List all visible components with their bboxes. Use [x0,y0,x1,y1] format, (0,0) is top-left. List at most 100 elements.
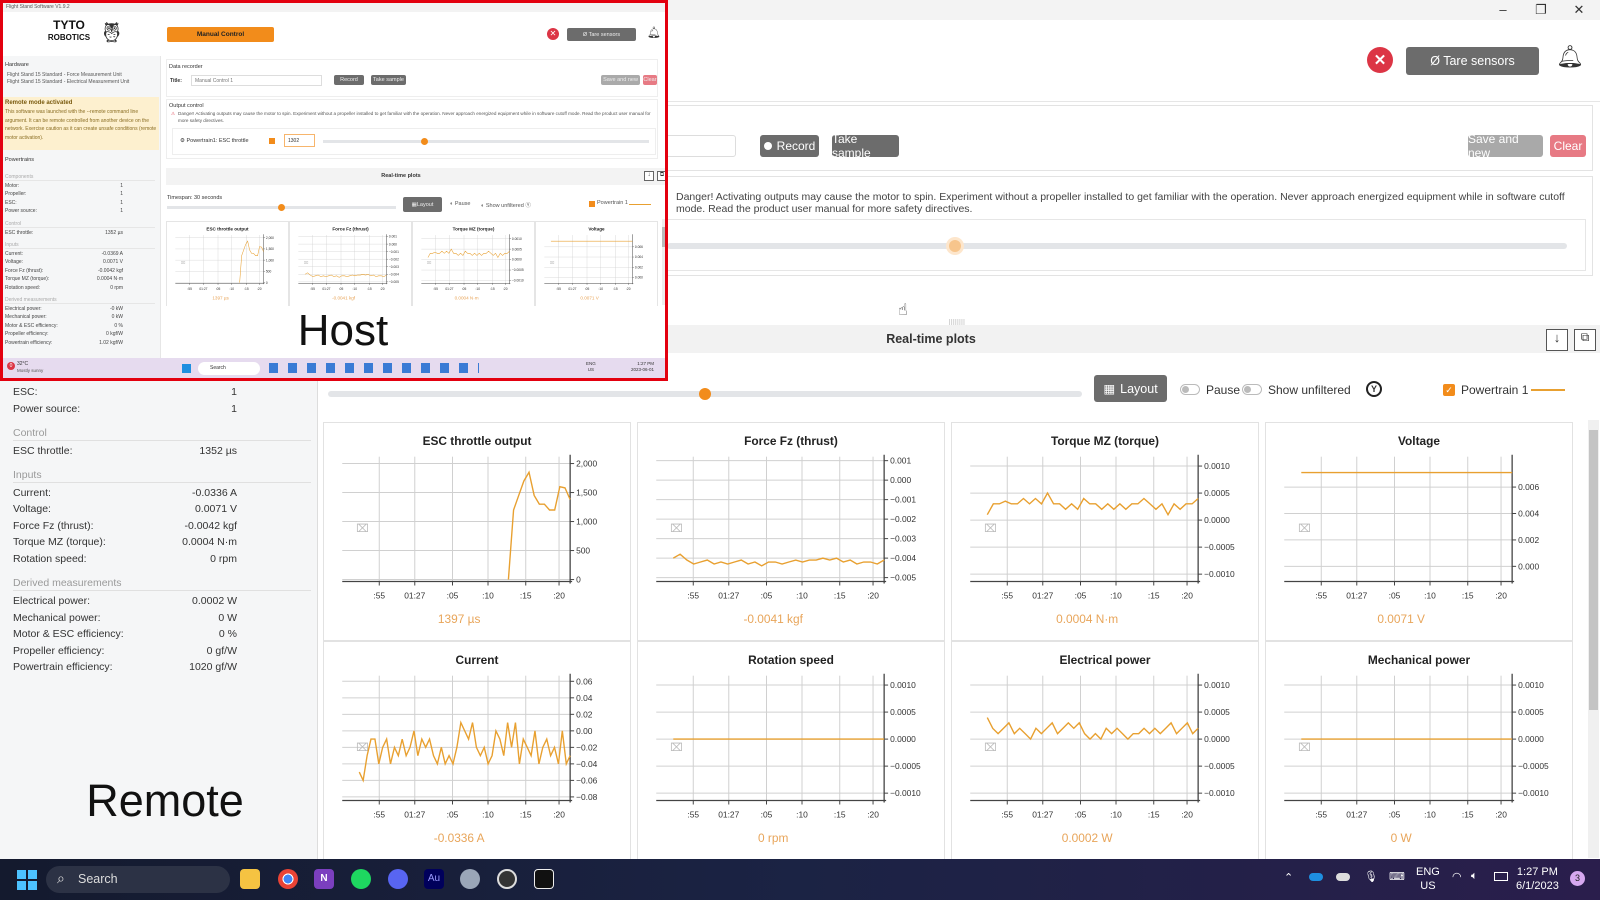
host-throttle-checkbox[interactable] [269,138,275,144]
host-throttle-input[interactable]: 1302 [284,134,315,147]
obs-icon[interactable] [497,869,517,889]
download-icon[interactable]: ↓ [1546,329,1568,351]
host-chart-panel[interactable]: ESC throttle output:55 01:27:05:10:15:20 2… [166,221,289,306]
chart-panel[interactable]: Force Fz (thrust):55 01:27:05:10:15:20 0.0… [637,422,945,641]
host-search[interactable]: Search [198,362,260,375]
reset-zoom-icon[interactable]: ⌧ [670,523,683,535]
host-bell-icon[interactable]: 🔔︎ [647,27,661,39]
reset-zoom-icon[interactable]: ⌧ [984,742,997,754]
line-chart[interactable]: Current:55 01:27:05:10:15:20 0.06 0.04 0.02 0… [324,642,630,859]
host-popout-icon[interactable]: ⧉ [657,171,665,181]
host-line-chart[interactable]: Torque MZ (torque):55 01:27:05:10:15:20 0.… [413,222,534,306]
throttle-slider[interactable] [667,243,1567,249]
chart-panel[interactable]: Current:55 01:27:05:10:15:20 0.06 0.04 0.02 0… [323,641,631,860]
line-chart[interactable]: Voltage:55 01:27:05:10:15:20 0.006 0.004 0.0… [1266,423,1572,640]
flight-stand-app-icon[interactable] [534,869,554,889]
settings-icon[interactable] [460,869,480,889]
host-powertrain-checkbox[interactable] [589,201,595,207]
host-clock[interactable]: 1:27 PM 2023-06-01 [631,361,654,373]
host-throttle-thumb[interactable] [420,138,428,145]
close-window-button[interactable]: ✕ [1573,2,1585,17]
reset-zoom-icon[interactable]: ⌧ [356,742,369,754]
chart-panel[interactable]: Rotation speed:55 01:27:05:10:15:20 0.0010… [637,641,945,860]
reset-zoom-icon[interactable]: ⌧ [1298,742,1311,754]
host-chart-panel[interactable]: Voltage:55 01:27:05:10:15:20 0.006 0.004 0.0… [535,221,658,306]
host-title-input[interactable]: Manual Control 1 [191,75,322,86]
record-button[interactable]: Record [760,135,819,157]
host-line-chart[interactable]: ESC throttle output:55 01:27:05:10:15:20 2… [167,222,288,306]
tare-sensors-button[interactable]: Ø Tare sensors [1406,47,1539,75]
host-record-button[interactable]: Record [334,75,364,85]
clock[interactable]: 1:27 PM 6/1/2023 [1516,865,1559,893]
powertrain-checkbox[interactable]: ✓ [1443,384,1455,396]
line-chart[interactable]: Mechanical power:55 01:27:05:10:15:20 0.00… [1266,642,1572,859]
host-chart-panel[interactable]: Torque MZ (torque):55 01:27:05:10:15:20 0.… [412,221,535,306]
host-layout-button[interactable]: ▦ Layout [403,197,442,212]
reset-zoom-icon[interactable]: ⌧ [304,260,309,265]
timespan-slider-thumb[interactable] [699,388,711,400]
chart-panel[interactable]: Voltage:55 01:27:05:10:15:20 0.006 0.004 0.0… [1265,422,1573,641]
line-chart[interactable]: Force Fz (thrust):55 01:27:05:10:15:20 0.0… [638,423,944,640]
chrome-icon[interactable] [278,869,298,889]
host-timespan-thumb[interactable] [278,204,285,211]
chart-panel[interactable]: ESC throttle output:55 01:27:05:10:15:20 2… [323,422,631,641]
host-download-icon[interactable]: ↓ [644,171,654,181]
host-pause-toggle[interactable]: ◐ Pause [450,201,471,207]
reset-zoom-icon[interactable]: ⌧ [984,523,997,535]
speaker-icon[interactable]: 🔈︎ [1471,870,1478,882]
host-language[interactable]: ENG US [586,361,596,373]
windows-start-icon[interactable] [17,870,37,890]
clear-button[interactable]: Clear [1550,135,1586,157]
host-chart-panel[interactable]: Force Fz (thrust):55 01:27:05:10:15:20 0.0… [289,221,412,306]
save-and-new-button[interactable]: Save and new [1468,132,1543,160]
reset-zoom-icon[interactable]: ⌧ [181,260,186,265]
file-explorer-icon[interactable] [240,869,260,889]
microphone-icon[interactable]: 🎙︎ [1364,871,1378,883]
reset-zoom-icon[interactable]: ⌧ [356,523,369,535]
host-save-new-button[interactable]: Save and new [601,75,640,85]
host-line-chart[interactable]: Force Fz (thrust):55 01:27:05:10:15:20 0.0… [290,222,411,306]
onedrive-icon[interactable] [1309,873,1323,881]
reset-zoom-icon[interactable]: ⌧ [1298,523,1311,535]
cloud-icon[interactable] [1336,873,1350,881]
host-start-icon[interactable] [182,364,191,373]
throttle-slider-thumb[interactable] [949,240,961,252]
filter-icon[interactable]: Y [1366,381,1382,397]
bell-icon[interactable]: 🔔︎ [1556,44,1584,69]
notification-badge[interactable]: 3 [1570,871,1585,886]
line-chart[interactable]: Torque MZ (torque):55 01:27:05:10:15:20 0.… [952,423,1258,640]
tray-overflow-icon[interactable]: ⌃ [1284,872,1294,884]
host-weather-temp[interactable]: 32°C [17,361,29,367]
take-sample-button[interactable]: Take sample [832,132,899,160]
battery-icon[interactable] [1494,872,1508,881]
taskbar-search[interactable]: ⌕ Search [46,866,230,893]
layout-button[interactable]: ▦ Layout [1094,375,1167,402]
emergency-stop-button[interactable]: ✕ [1367,47,1393,73]
popout-icon[interactable]: ⧉ [1574,329,1596,351]
reset-zoom-icon[interactable]: ⌧ [670,742,683,754]
show-unfiltered-toggle[interactable] [1242,384,1262,395]
language-indicator[interactable]: ENG US [1416,865,1440,893]
chart-panel[interactable]: Electrical power:55 01:27:05:10:15:20 0.00… [951,641,1259,860]
host-line-chart[interactable]: Voltage:55 01:27:05:10:15:20 0.006 0.004 0.0… [536,222,657,306]
audition-icon[interactable]: Au [424,869,444,889]
reset-zoom-icon[interactable]: ⌧ [550,260,555,265]
resize-grip-icon[interactable]: ⠿⠿⠿⠿ [948,320,965,327]
reset-zoom-icon[interactable]: ⌧ [427,260,432,265]
minimize-button[interactable]: – [1499,2,1507,17]
onenote-icon[interactable]: N [314,869,334,889]
pause-toggle[interactable] [1180,384,1200,395]
host-unfiltered-toggle[interactable]: ◐ Show unfiltered Ⓨ [481,203,531,209]
host-mode-button[interactable]: Manual Control [167,27,274,42]
charts-scrollbar[interactable] [1588,420,1599,858]
host-taskbar-apps-icon[interactable] [269,363,479,373]
host-charts-scrollbar[interactable] [662,219,665,305]
host-stop-button[interactable]: ✕ [547,28,559,40]
spotify-icon[interactable] [351,869,371,889]
wifi-icon[interactable]: ◠ [1452,871,1462,883]
host-throttle-slider[interactable] [323,140,649,143]
chart-panel[interactable]: Mechanical power:55 01:27:05:10:15:20 0.00… [1265,641,1573,860]
line-chart[interactable]: Electrical power:55 01:27:05:10:15:20 0.00… [952,642,1258,859]
host-clear-button[interactable]: Clear [643,75,657,85]
chart-panel[interactable]: Torque MZ (torque):55 01:27:05:10:15:20 0.… [951,422,1259,641]
